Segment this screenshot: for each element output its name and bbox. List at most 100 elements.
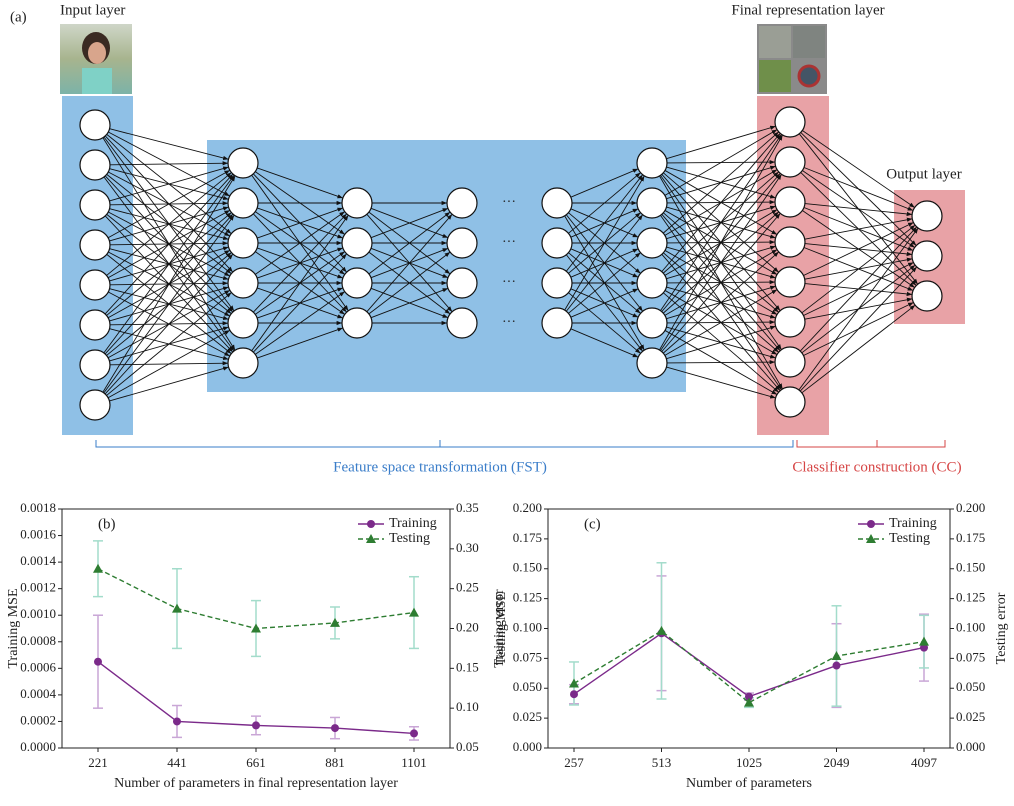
y2-tick-label: 0.20 — [456, 619, 479, 634]
neuron — [637, 228, 667, 258]
y2-tick-label: 0.025 — [956, 709, 985, 724]
y-tick-label: 0.200 — [513, 500, 542, 515]
y-tick-label: 0.0016 — [20, 527, 56, 542]
legend-label: Testing — [389, 531, 430, 546]
legend-label: Training — [889, 516, 937, 531]
neuron — [80, 230, 110, 260]
neuron — [637, 348, 667, 378]
layer-label: Input layer — [60, 2, 125, 18]
neuron — [912, 281, 942, 311]
section-label: Classifier construction (CC) — [792, 459, 961, 475]
marker — [570, 690, 578, 698]
legend-label: Testing — [889, 531, 930, 546]
y2-tick-label: 0.075 — [956, 649, 985, 664]
neuron — [228, 148, 258, 178]
y2-tick-label: 0.35 — [456, 500, 479, 515]
neuron — [228, 228, 258, 258]
neuron — [542, 268, 572, 298]
neuron — [228, 188, 258, 218]
neuron — [447, 268, 477, 298]
input-image — [60, 24, 132, 94]
series-line — [574, 633, 924, 696]
neuron — [228, 308, 258, 338]
neuron — [342, 268, 372, 298]
ellipsis: ··· — [502, 195, 516, 210]
layer-label: Final representation layer — [731, 2, 884, 18]
legend-label: Training — [389, 516, 437, 531]
neuron — [637, 268, 667, 298]
neuron — [80, 390, 110, 420]
neuron — [447, 308, 477, 338]
y2-tick-label: 0.10 — [456, 699, 479, 714]
neuron — [912, 241, 942, 271]
y-axis-label: Training MSE — [6, 588, 21, 668]
legend-marker — [367, 520, 375, 528]
neuron — [775, 267, 805, 297]
marker — [410, 729, 418, 737]
x-tick-label: 257 — [564, 755, 584, 770]
x-tick-label: 1025 — [736, 755, 762, 770]
neuron — [775, 147, 805, 177]
y-tick-label: 0.000 — [513, 739, 542, 754]
neuron — [912, 201, 942, 231]
marker — [657, 626, 667, 635]
y-tick-label: 0.0012 — [20, 580, 56, 595]
y2-axis-label: Testing error — [994, 592, 1009, 664]
ellipsis: ··· — [502, 275, 516, 290]
marker — [251, 624, 261, 633]
neuron — [542, 308, 572, 338]
y-tick-label: 0.050 — [513, 679, 542, 694]
x-tick-label: 1101 — [401, 755, 427, 770]
figure: (a) Input layer Final representation lay… — [0, 0, 1014, 806]
y-tick-label: 0.0018 — [20, 500, 56, 515]
y-tick-label: 0.025 — [513, 709, 542, 724]
neuron — [80, 150, 110, 180]
y2-tick-label: 0.125 — [956, 590, 985, 605]
x-tick-label: 221 — [88, 755, 108, 770]
x-axis-label: Number of parameters in final representa… — [114, 776, 398, 791]
y2-tick-label: 0.200 — [956, 500, 985, 515]
x-tick-label: 661 — [246, 755, 266, 770]
neuron — [542, 188, 572, 218]
marker — [569, 678, 579, 687]
marker — [93, 564, 103, 573]
cc-bracket — [797, 440, 945, 447]
fst-box — [207, 140, 686, 392]
y2-tick-label: 0.100 — [956, 619, 985, 634]
panel-label: (c) — [584, 516, 601, 532]
y-tick-label: 0.175 — [513, 530, 542, 545]
neuron — [447, 188, 477, 218]
y2-tick-label: 0.150 — [956, 560, 985, 575]
neuron — [228, 268, 258, 298]
y-tick-label: 0.0010 — [20, 606, 56, 621]
panel-label: (b) — [98, 516, 116, 532]
neuron — [80, 190, 110, 220]
neuron — [80, 350, 110, 380]
neuron — [775, 347, 805, 377]
y-tick-label: 0.0008 — [20, 633, 56, 648]
series-line — [574, 631, 924, 703]
marker — [919, 637, 929, 646]
x-tick-label: 881 — [325, 755, 345, 770]
y2-tick-label: 0.05 — [456, 739, 479, 754]
network-diagram: (a) Input layer Final representation lay… — [10, 2, 965, 475]
neuron — [80, 110, 110, 140]
marker — [832, 651, 842, 660]
neuron — [775, 387, 805, 417]
y2-tick-label: 0.000 — [956, 739, 985, 754]
neuron — [775, 307, 805, 337]
neuron — [637, 188, 667, 218]
y2-tick-label: 0.30 — [456, 540, 479, 555]
marker — [833, 662, 841, 670]
marker — [172, 604, 182, 613]
y-tick-label: 0.0014 — [20, 553, 56, 568]
y-axis-label: Training error — [492, 589, 507, 668]
y2-tick-label: 0.15 — [456, 659, 479, 674]
x-tick-label: 2049 — [824, 755, 850, 770]
marker — [331, 724, 339, 732]
marker — [173, 717, 181, 725]
y-tick-label: 0.0006 — [20, 659, 56, 674]
y2-tick-label: 0.25 — [456, 580, 479, 595]
layer-label: Output layer — [886, 166, 961, 182]
marker — [94, 658, 102, 666]
